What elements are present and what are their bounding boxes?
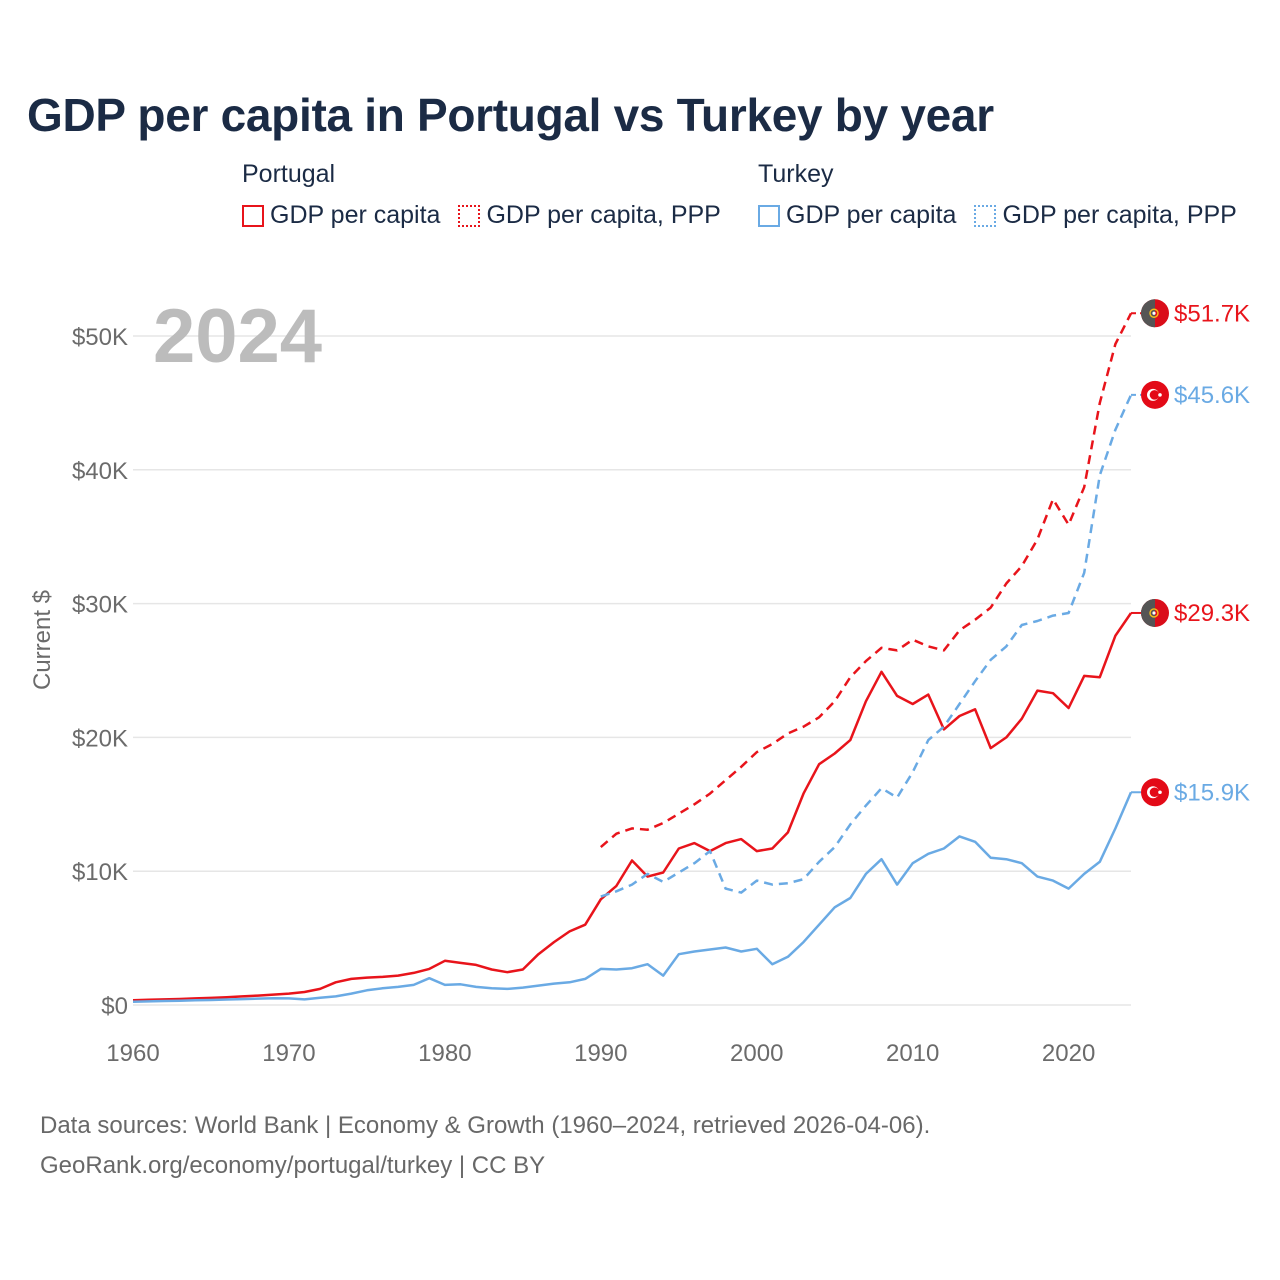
chart-title: GDP per capita in Portugal vs Turkey by … [27,89,994,141]
x-tick-label: 2010 [886,1040,939,1067]
turkey-flag-icon [1141,778,1169,807]
series-line[interactable] [132,791,1133,1003]
legend-group-turkey: Turkey GDP per capita GDP per capita, PP… [758,160,1237,230]
legend-swatch-solid [242,204,264,227]
x-tick-label: 1980 [418,1040,471,1067]
y-tick-label: $20K [72,725,128,752]
legend-item-portugal-gdp-ppp[interactable]: GDP per capita, PPP [458,201,721,230]
y-tick-label: $40K [72,458,128,485]
series-end-label: $45.6K [1174,382,1250,409]
legend-item-label: GDP per capita, PPP [486,201,721,229]
x-tick-label: 2020 [1042,1040,1095,1067]
line-chart: 2024 Current $ $0 $10K $20K $30K $40K $50K 196… [29,294,1250,1067]
legend-group-portugal: Portugal GDP per capita GDP per capita, … [242,160,721,230]
x-tick-label: 1970 [262,1040,315,1067]
footer-sources: Data sources: World Bank | Economy & Gro… [40,1112,931,1139]
series-end-label: $29.3K [1174,600,1250,627]
series-end-label: $51.7K [1174,300,1250,327]
legend-item-turkey-gdp[interactable]: GDP per capita [758,201,956,230]
legend-item-portugal-gdp[interactable]: GDP per capita [242,201,440,230]
y-tick-label: $50K [72,324,128,351]
x-tick-label: 1960 [106,1040,159,1067]
x-tick-label: 2000 [730,1040,783,1067]
series-line[interactable] [599,312,1133,849]
legend-swatch-dotted [458,204,481,227]
portugal-flag-icon [1141,299,1169,328]
y-tick-label: $0 [101,993,128,1020]
footer: Data sources: World Bank | Economy & Gro… [40,1106,930,1186]
y-tick-label: $10K [72,859,128,886]
series-line[interactable] [132,612,1133,1002]
y-tick-label: $30K [72,592,128,619]
series-end-label: $15.9K [1174,779,1250,806]
y-axis-label: Current $ [29,590,56,690]
year-watermark: 2024 [153,294,322,379]
legend-swatch-solid [758,204,780,227]
series-line[interactable] [600,394,1133,898]
legend-group-title: Portugal [242,160,336,188]
footer-credit[interactable]: GeoRank.org/economy/portugal/turkey | CC… [40,1152,546,1179]
legend-item-label: GDP per capita [786,201,957,229]
x-tick-label: 1990 [574,1040,627,1067]
legend-item-label: GDP per capita [270,201,441,229]
legend-item-turkey-gdp-ppp[interactable]: GDP per capita, PPP [974,201,1237,230]
legend-group-title: Turkey [758,160,834,188]
legend-swatch-dotted [974,204,997,227]
portugal-flag-icon [1141,598,1169,627]
turkey-flag-icon [1141,380,1169,409]
legend-item-label: GDP per capita, PPP [1002,201,1237,229]
